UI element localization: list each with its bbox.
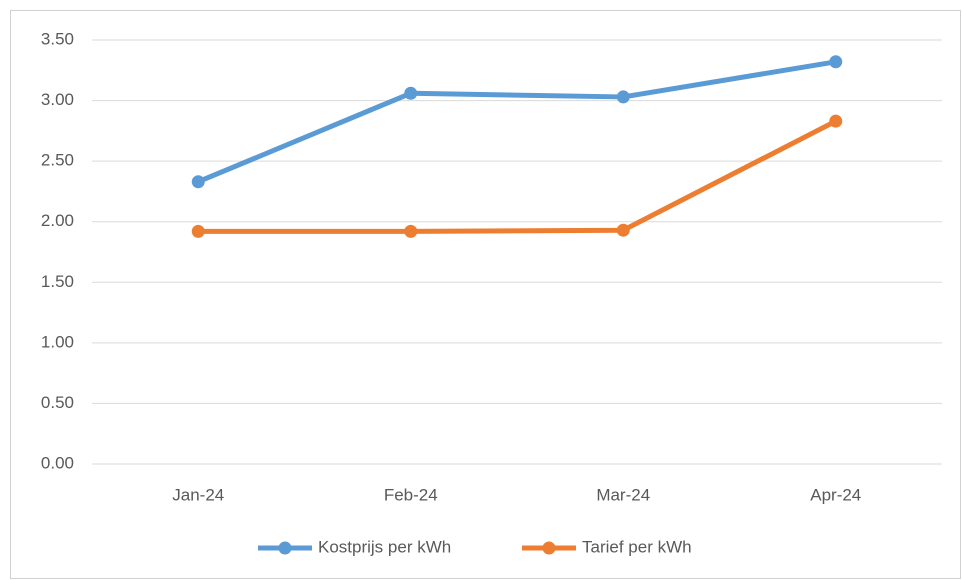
y-tick-label: 3.00	[41, 90, 74, 109]
y-tick-label: 1.50	[41, 272, 74, 291]
y-tick-label: 0.00	[41, 453, 74, 472]
point	[191, 224, 205, 238]
legend-label: Tarief per kWh	[582, 537, 692, 556]
x-tick-label: Apr-24	[810, 485, 861, 504]
series-line	[198, 118, 837, 234]
point	[404, 224, 418, 238]
legend-marker	[542, 541, 556, 555]
legend-marker	[278, 541, 292, 555]
y-tick-label: 2.50	[41, 151, 74, 170]
y-tick-label: 2.00	[41, 211, 74, 230]
chart-border	[10, 10, 961, 579]
point	[829, 114, 843, 128]
point	[829, 55, 843, 69]
y-tick-label: 0.50	[41, 393, 74, 412]
point	[404, 86, 418, 100]
y-tick-label: 1.00	[41, 332, 74, 351]
point	[616, 90, 630, 104]
y-tick-label: 3.50	[41, 29, 74, 48]
x-tick-label: Mar-24	[596, 485, 650, 504]
x-tick-label: Jan-24	[172, 485, 224, 504]
point	[616, 223, 630, 237]
legend-label: Kostprijs per kWh	[318, 537, 451, 556]
x-tick-label: Feb-24	[384, 485, 438, 504]
series-line	[197, 59, 837, 185]
point	[191, 175, 205, 189]
